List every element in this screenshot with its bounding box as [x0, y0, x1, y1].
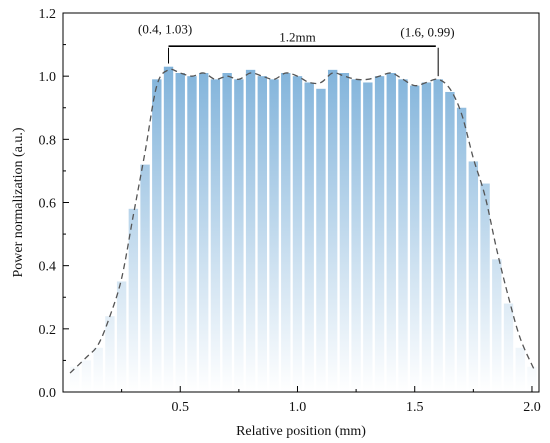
bar [386, 73, 396, 392]
bar [152, 79, 162, 392]
bar [398, 79, 408, 392]
bar [257, 76, 267, 393]
bar [316, 88, 326, 393]
bar [292, 76, 303, 393]
bar [187, 76, 197, 393]
y-tick-label: 0.2 [39, 323, 57, 338]
bar [128, 208, 139, 392]
bar [105, 316, 115, 392]
y-tick-label: 0.0 [39, 386, 57, 401]
bar [503, 303, 514, 392]
right-point-label: (1.6, 0.99) [400, 25, 454, 40]
y-tick-label: 0.8 [39, 133, 57, 148]
y-axis-label: Power normalization (a.u.) [11, 127, 26, 277]
dashed-trend-line [69, 68, 535, 374]
bar [351, 79, 361, 392]
bar [222, 73, 232, 392]
bar [81, 360, 92, 392]
bar [410, 85, 420, 393]
left-point-label: (0.4, 1.03) [138, 22, 192, 37]
bar [70, 366, 80, 392]
bar [456, 107, 467, 392]
bar [140, 164, 150, 392]
bar [374, 76, 385, 393]
bar [527, 366, 537, 392]
x-axis-label: Relative position (mm) [236, 424, 366, 439]
bar [515, 347, 525, 392]
bar [175, 73, 185, 392]
bar [234, 79, 244, 392]
bar [339, 73, 350, 392]
ticks: 0.5 1.0 1.5 2.0 0.0 0.2 0.4 0.6 0.8 1.0 1.2 [39, 7, 541, 415]
bar [245, 69, 256, 392]
y-tick-label: 0.6 [39, 197, 57, 212]
bar [363, 82, 373, 392]
x-tick-label: 1.0 [289, 400, 307, 415]
bar [281, 73, 291, 392]
bar [269, 79, 279, 392]
bar [421, 82, 432, 392]
bar [210, 79, 221, 392]
span-label: 1.2mm [279, 29, 315, 44]
bar [116, 281, 127, 392]
bar [163, 66, 174, 393]
annotations: (0.4, 1.03) (1.6, 0.99) 1.2mm [138, 22, 455, 77]
y-tick-label: 1.2 [39, 7, 57, 22]
y-tick-label: 1.0 [39, 70, 57, 85]
x-tick-label: 1.5 [406, 400, 424, 415]
bar [433, 79, 443, 392]
bar [492, 259, 502, 392]
bar [480, 183, 490, 392]
bar [199, 73, 209, 392]
bar [304, 82, 314, 392]
bar [445, 91, 455, 392]
y-tick-label: 0.4 [39, 260, 57, 275]
bar [93, 347, 103, 392]
bar [327, 69, 338, 392]
bars-layer [70, 66, 537, 393]
bar [468, 161, 479, 392]
x-tick-label: 0.5 [171, 400, 189, 415]
x-tick-label: 2.0 [523, 400, 541, 415]
